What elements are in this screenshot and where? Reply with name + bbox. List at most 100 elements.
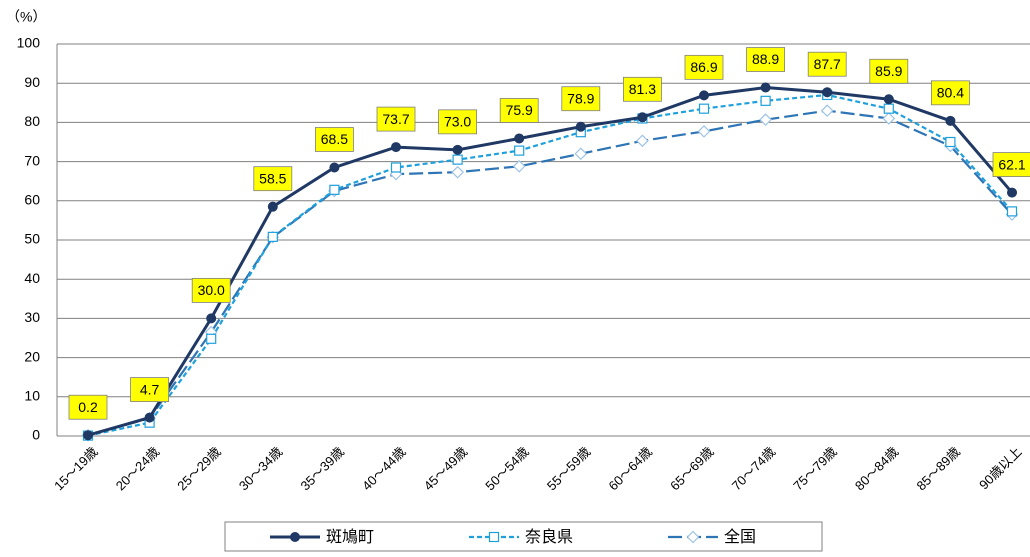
data-label: 68.5 bbox=[321, 131, 348, 147]
data-label-box bbox=[376, 106, 416, 132]
x-tick-label: 25～29歳 bbox=[174, 444, 223, 493]
legend-label: 奈良県 bbox=[525, 528, 573, 546]
x-tick-label: 20～24歳 bbox=[113, 444, 162, 493]
marker bbox=[636, 134, 649, 148]
legend-label: 斑鳩町 bbox=[326, 528, 374, 546]
legend-marker bbox=[488, 531, 500, 543]
data-label-box bbox=[130, 377, 170, 402]
x-tick-label: 50～54歳 bbox=[482, 444, 531, 493]
series-line bbox=[87, 109, 1013, 437]
data-label: 81.3 bbox=[629, 81, 656, 97]
marker bbox=[820, 104, 834, 117]
x-tick-label: 40～44歳 bbox=[359, 444, 408, 493]
marker bbox=[698, 103, 710, 114]
marker bbox=[206, 313, 217, 324]
y-tick-label: 100 bbox=[17, 35, 41, 51]
x-tick-label: 55～59歳 bbox=[544, 444, 593, 493]
series-line bbox=[87, 86, 1014, 437]
marker bbox=[637, 112, 648, 123]
data-label-box bbox=[746, 47, 785, 72]
data-label-box bbox=[869, 58, 909, 84]
marker bbox=[83, 430, 93, 441]
marker bbox=[329, 162, 340, 173]
data-label: 30.0 bbox=[198, 282, 225, 298]
legend-marker bbox=[290, 532, 300, 542]
data-label: 4.7 bbox=[140, 381, 160, 397]
marker bbox=[760, 95, 771, 106]
marker bbox=[514, 145, 525, 156]
data-label-box bbox=[253, 166, 293, 192]
marker bbox=[390, 162, 402, 173]
legend-label: 全国 bbox=[724, 528, 756, 546]
marker bbox=[697, 125, 711, 138]
data-label: 73.0 bbox=[444, 114, 471, 130]
x-tick-label: 85～89歳 bbox=[914, 444, 963, 493]
marker bbox=[452, 154, 463, 165]
marker bbox=[1006, 206, 1018, 217]
marker bbox=[1007, 187, 1017, 198]
marker bbox=[945, 136, 956, 148]
data-label: 0.2 bbox=[78, 399, 98, 415]
marker bbox=[267, 231, 278, 242]
marker bbox=[329, 184, 340, 195]
y-tick-label: 10 bbox=[24, 388, 40, 404]
y-tick-label: 0 bbox=[32, 427, 40, 443]
x-tick-label: 70～74歳 bbox=[729, 444, 778, 493]
marker bbox=[574, 147, 588, 161]
data-label: 58.5 bbox=[259, 170, 286, 186]
y-tick-label: 30 bbox=[24, 309, 40, 325]
data-label: 73.7 bbox=[382, 111, 409, 127]
data-label: 88.9 bbox=[752, 51, 779, 67]
y-tick-label: 60 bbox=[24, 192, 40, 208]
x-tick-label: 90歳以上 bbox=[976, 444, 1024, 492]
marker bbox=[144, 412, 155, 423]
data-label-box bbox=[807, 51, 847, 77]
marker bbox=[575, 121, 586, 132]
marker bbox=[883, 94, 894, 105]
x-tick-label: 80～84歳 bbox=[852, 444, 901, 493]
data-label-box bbox=[684, 54, 724, 80]
legend-box bbox=[224, 521, 823, 552]
data-label-box bbox=[438, 109, 478, 135]
marker bbox=[391, 142, 401, 153]
x-tick-label: 30～34歳 bbox=[236, 444, 285, 493]
marker bbox=[267, 201, 278, 212]
marker bbox=[514, 133, 525, 144]
marker bbox=[883, 103, 894, 114]
marker bbox=[760, 82, 771, 93]
y-tick-label: 70 bbox=[24, 152, 40, 168]
marker bbox=[452, 144, 463, 155]
y-tick-label: 90 bbox=[24, 74, 40, 90]
marker bbox=[451, 165, 464, 179]
x-tick-label: 65～69歳 bbox=[667, 444, 716, 493]
data-label-box bbox=[561, 86, 601, 112]
data-label: 80.4 bbox=[937, 85, 964, 101]
data-label-box bbox=[191, 277, 231, 303]
data-label-box bbox=[499, 98, 539, 123]
legend-marker bbox=[686, 530, 700, 544]
marker bbox=[945, 115, 956, 126]
x-tick-label: 45～49歳 bbox=[421, 444, 470, 493]
data-label: 78.9 bbox=[567, 90, 594, 106]
x-tick-label: 35～39歳 bbox=[298, 444, 347, 493]
data-label: 62.1 bbox=[998, 156, 1025, 172]
marker bbox=[822, 87, 833, 98]
series-line bbox=[87, 93, 1013, 437]
data-label-box bbox=[623, 76, 662, 102]
y-unit: （%） bbox=[6, 9, 46, 25]
data-label: 86.9 bbox=[690, 59, 717, 75]
y-tick-label: 50 bbox=[24, 231, 40, 247]
x-tick-label: 60～64歳 bbox=[606, 444, 655, 493]
data-label-box bbox=[68, 394, 108, 420]
x-tick-label: 75～79歳 bbox=[790, 444, 839, 493]
data-label-box bbox=[314, 127, 354, 152]
data-label-box bbox=[992, 152, 1030, 177]
data-label: 85.9 bbox=[875, 63, 902, 79]
x-tick-label: 15～19歳 bbox=[51, 444, 100, 493]
y-tick-label: 40 bbox=[24, 270, 40, 286]
marker bbox=[206, 333, 217, 344]
y-tick-label: 80 bbox=[24, 113, 40, 129]
marker bbox=[699, 90, 709, 101]
y-tick-label: 20 bbox=[24, 348, 40, 364]
